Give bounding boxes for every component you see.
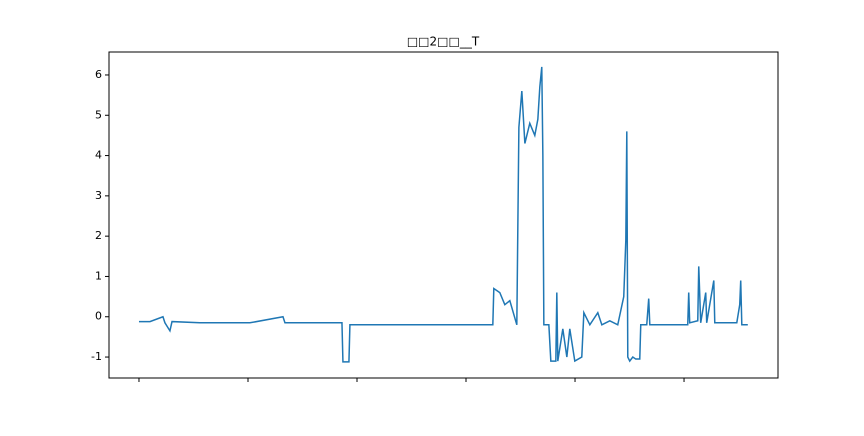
chart-title: □□2□□__T [407, 35, 480, 49]
y-tick-label: 5 [95, 108, 102, 121]
axes-frame [108, 51, 779, 379]
y-tick-label: 0 [95, 310, 102, 323]
y-tick-label: 3 [95, 189, 102, 202]
line [138, 66, 748, 363]
y-tick-label: -1 [91, 350, 102, 363]
y-tick-label: 4 [95, 149, 102, 162]
y-tick-label: 6 [95, 68, 102, 81]
y-tick-label: 2 [95, 229, 102, 242]
y-tick-label: 1 [95, 269, 102, 282]
